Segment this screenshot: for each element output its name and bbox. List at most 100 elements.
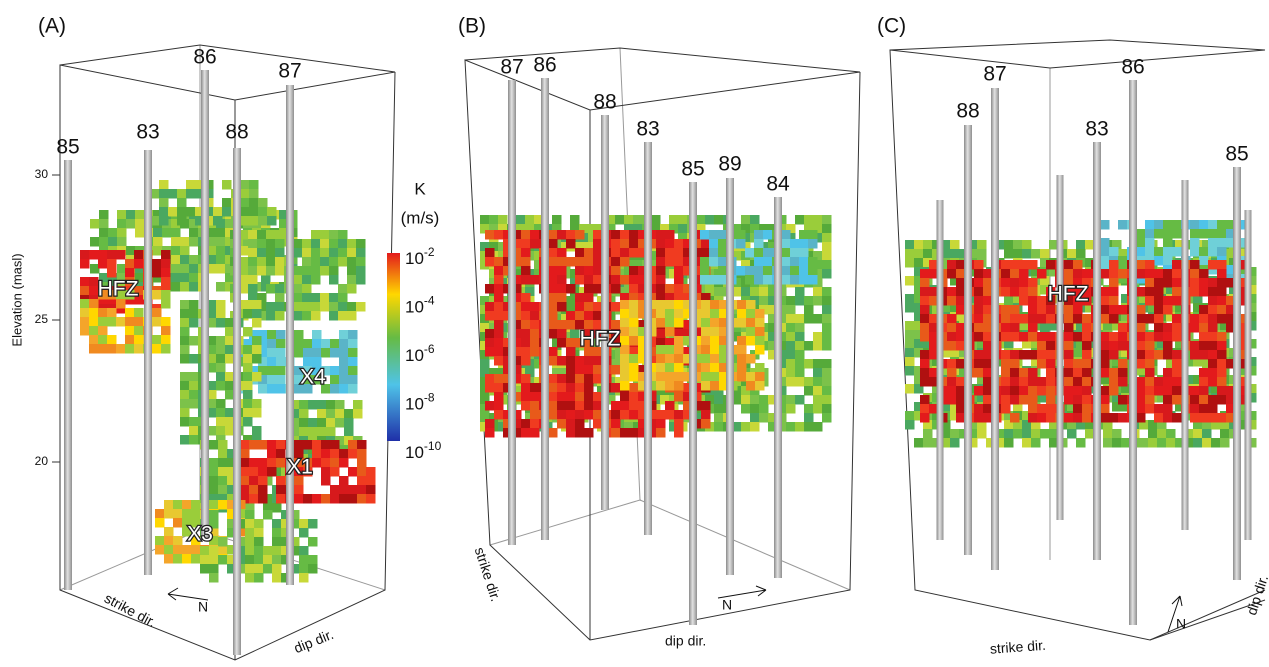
voxel [227,458,237,468]
voxel [225,246,235,256]
voxel [347,311,357,321]
voxel [929,296,939,306]
voxel [134,344,144,354]
voxel [947,395,957,405]
voxel [1184,429,1194,439]
voxel [294,458,304,468]
voxel [1172,386,1182,396]
well-rod [286,85,294,585]
voxel [1154,314,1164,324]
voxel [1190,413,1200,423]
voxel [308,564,318,574]
voxel [240,458,250,468]
voxel [302,275,312,285]
voxel [1028,368,1038,378]
voxel [929,314,939,324]
voxel [557,320,567,330]
voxel [293,275,303,285]
voxel [905,249,915,259]
voxel [552,215,562,225]
voxel [745,266,755,276]
voxel [974,305,984,315]
voxel [267,339,277,349]
voxel [1247,420,1257,430]
voxel [950,303,960,313]
voxel [339,348,349,358]
voxel [239,257,249,267]
voxel [80,277,90,287]
colorbar-tick-label: 10-6 [405,342,435,365]
voxel [1163,323,1173,333]
voxel [905,348,915,358]
voxel [1154,220,1164,230]
voxel [216,426,226,436]
voxel [566,230,576,240]
voxel [665,338,675,348]
voxel [480,368,490,378]
voxel [1202,357,1212,367]
voxel [258,375,268,385]
voxel [905,258,915,268]
voxel [1037,269,1047,279]
voxel [512,374,522,384]
voxel [575,428,585,438]
voxel [216,318,226,328]
voxel [290,537,300,547]
voxel [1157,429,1167,439]
voxel [813,368,823,378]
voxel [1217,269,1227,279]
well-label: 88 [593,91,616,114]
voxel [252,336,262,346]
voxel [209,546,219,556]
voxel [308,555,318,565]
voxel [1028,287,1038,297]
voxel [714,287,724,297]
voxel [1163,350,1173,360]
voxel [330,440,340,450]
well-label: 83 [1085,118,1108,141]
voxel [180,354,190,364]
voxel [804,404,814,414]
voxel [1121,384,1131,394]
voxel [353,400,363,410]
voxel [311,266,321,276]
voxel [252,399,262,409]
voxel [1199,386,1209,396]
voxel [1172,296,1182,306]
voxel [759,395,769,405]
voxel [548,284,558,294]
voxel [746,318,756,328]
voxel [1145,314,1155,324]
voxel [1064,260,1074,270]
voxel [216,381,226,391]
voxel [1208,229,1218,239]
voxel [303,339,313,349]
voxel [329,230,339,240]
voxel [266,266,276,276]
voxel [207,228,217,238]
voxel [180,237,190,247]
voxel [209,527,219,537]
voxel [1022,411,1032,421]
voxel [207,309,217,319]
voxel [732,323,742,333]
voxel [799,266,809,276]
voxel [914,384,924,394]
voxel [696,413,706,423]
voxel [923,420,933,430]
well-label: 88 [225,121,248,144]
voxel [638,309,648,319]
voxel [593,347,603,357]
voxel [168,207,178,217]
voxel [983,341,993,351]
voxel [1145,368,1155,378]
voxel [1226,404,1236,414]
voxel [929,269,939,279]
voxel [786,341,796,351]
voxel [1199,404,1209,414]
voxel [956,404,966,414]
voxel [929,404,939,414]
voxel [1109,350,1119,360]
voxel [512,293,522,303]
voxel [245,510,255,520]
